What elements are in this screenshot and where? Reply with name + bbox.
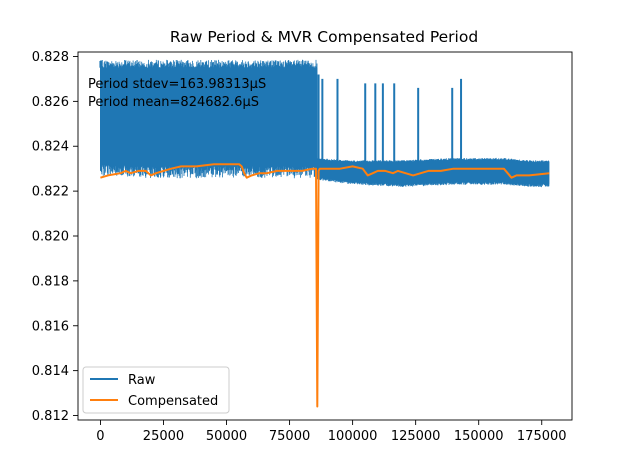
legend-box: [82, 366, 230, 414]
y-axis: 0.812 0.814 0.816 0.818 0.820 0.822 0.824 0.826…: [32, 50, 78, 424]
x-axis: 0 25000 50000 75000 100000 125000 150000 175000: [96, 420, 567, 444]
chart-title: Raw Period & MVR Compensated Period: [170, 28, 478, 46]
y-tick-label: 0.826: [32, 95, 69, 110]
x-tick-label: 150000: [454, 429, 504, 444]
x-tick-label: 125000: [391, 429, 441, 444]
x-tick-label: 75000: [269, 429, 310, 444]
y-tick-label: 0.812: [32, 409, 69, 424]
x-tick-label: 0: [96, 429, 104, 444]
y-tick-label: 0.824: [32, 140, 69, 155]
raw-series: [99, 59, 550, 188]
x-tick-label: 100000: [328, 429, 378, 444]
legend: Raw Compensated: [82, 366, 230, 414]
y-tick-label: 0.818: [32, 274, 69, 289]
y-tick-label: 0.816: [32, 319, 69, 334]
compensated-line: [100, 163, 550, 408]
y-tick-label: 0.822: [32, 185, 69, 200]
x-tick-label: 25000: [143, 429, 184, 444]
compensated-series: [100, 163, 550, 408]
y-tick-label: 0.828: [32, 50, 69, 65]
plot-area: [77, 51, 573, 421]
legend-compensated-label: Compensated: [128, 394, 218, 409]
x-tick-label: 50000: [206, 429, 247, 444]
y-tick-label: 0.814: [32, 364, 69, 379]
stdev-annotation: Period stdev=163.98313µS: [88, 77, 266, 92]
x-tick-label: 175000: [517, 429, 567, 444]
raw-noise: [100, 59, 550, 188]
y-tick-label: 0.820: [32, 230, 69, 245]
legend-raw-label: Raw: [128, 373, 156, 388]
mean-annotation: Period mean=824682.6µS: [88, 95, 259, 110]
